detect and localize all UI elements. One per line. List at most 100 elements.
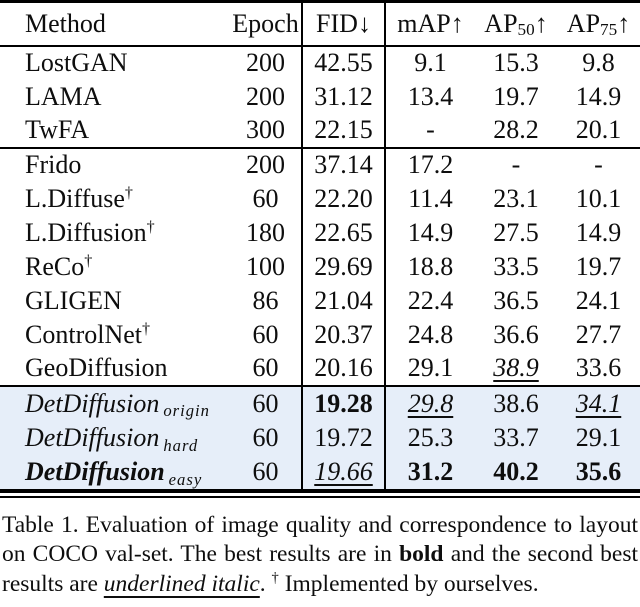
ap75-value: 33.6 (557, 351, 640, 387)
ap50-value: 38.6 (475, 385, 557, 421)
second-best-value: 34.1 (575, 388, 622, 418)
up-arrow-icon: ↑ (450, 8, 464, 38)
ap75-value: 24.1 (575, 285, 622, 315)
method-name: LAMA (25, 81, 102, 111)
ap75-value: 29.1 (557, 420, 640, 456)
epoch-value: 60 (230, 420, 302, 456)
caption-text: and the second best (450, 541, 638, 567)
epoch-value: 60 (252, 319, 279, 349)
epoch-value: 180 (246, 217, 285, 247)
table-row: DetDiffusion origin 60 19.28 29.8 38.6 34… (0, 385, 640, 421)
method-name: ControlNet (25, 319, 142, 349)
table-caption: Table 1. Evaluation of image quality and… (0, 511, 640, 600)
col-epoch: Epoch (230, 1, 302, 47)
up-arrow-icon: ↑ (534, 8, 548, 38)
col-map: mAP↑ (385, 1, 475, 47)
second-best-value: 29.8 (407, 388, 454, 418)
caption-text: Implemented by ourselves. (278, 570, 539, 597)
dagger-mark: † (271, 569, 279, 586)
ap50-value: 15.3 (493, 48, 539, 77)
ap50-value: 19.7 (493, 81, 539, 111)
map-value: 24.8 (407, 319, 454, 349)
fid-value: 31.12 (301, 79, 386, 114)
fid-value: 22.65 (301, 215, 386, 250)
table-row: TwFA 300 22.15 - 28.2 20.1 (0, 113, 640, 149)
map-value: 18.8 (407, 251, 454, 281)
dagger-mark: † (124, 183, 133, 201)
method-variant: easy (168, 469, 203, 489)
fid-value: 37.14 (301, 147, 386, 182)
caption-underlined-italic-text: underlined italic (103, 570, 260, 597)
col-ap50-label: AP (484, 8, 518, 38)
ap75-value: 10.1 (575, 183, 622, 213)
col-ap75-subscript: 75 (600, 19, 618, 39)
table-row: LAMA 200 31.12 13.4 19.7 14.9 (0, 79, 640, 114)
method-name: ReCo (25, 251, 85, 281)
col-ap75: AP75↑ (557, 1, 640, 47)
group-gan-baselines: LostGAN 200 42.55 9.1 15.3 9.8 LAMA 200 … (0, 45, 640, 149)
col-fid: FID↓ (301, 1, 386, 47)
method-name: TwFA (25, 115, 90, 144)
method-name: LostGAN (25, 48, 128, 77)
map-value: 29.1 (385, 351, 475, 387)
results-table: Method Epoch FID↓ mAP↑ AP50↑ AP75↑ LostG… (0, 0, 640, 493)
epoch-value: 200 (246, 48, 285, 77)
ap75-value: 14.9 (575, 81, 622, 111)
caption-line: Table 1. Evaluation of image quality and… (2, 511, 638, 541)
epoch-value: 60 (230, 385, 302, 421)
table-row: Frido 200 37.14 17.2 - - (0, 147, 640, 182)
group-diffusion-baselines: Frido 200 37.14 17.2 - - L.Diffuse† 60 2… (0, 147, 640, 387)
method-name: L.Diffuse (25, 183, 125, 213)
dagger-mark: † (142, 319, 151, 337)
table-row: L.Diffuse† 60 22.20 11.4 23.1 10.1 (0, 181, 640, 216)
map-value: - (385, 113, 475, 149)
map-value: 9.1 (414, 48, 447, 77)
fid-value: 20.37 (301, 317, 386, 352)
map-value: 22.4 (407, 285, 454, 315)
method-name: DetDiffusion (25, 388, 160, 418)
best-value: 40.2 (493, 457, 539, 486)
caption-line: results are underlined italic. † Impleme… (2, 570, 638, 600)
table-row: GLIGEN 86 21.04 22.4 36.5 24.1 (0, 283, 640, 318)
table-bottom-rule (0, 495, 640, 498)
fid-value: 29.69 (301, 249, 386, 284)
up-arrow-icon: ↑ (617, 8, 631, 38)
epoch-value: 86 (252, 285, 279, 315)
method-name: GLIGEN (25, 285, 122, 315)
map-value: 13.4 (407, 81, 454, 111)
col-ap75-label: AP (566, 8, 601, 38)
dagger-mark: † (84, 251, 93, 269)
ap75-value: 35.6 (557, 455, 640, 493)
col-fid-label: FID (316, 8, 358, 38)
method-name: GeoDiffusion (25, 353, 168, 382)
col-map-label: mAP (397, 8, 451, 38)
ap50-value: 33.7 (475, 420, 557, 456)
ap75-value: 34.1 (557, 385, 640, 421)
fid-value: 22.15 (301, 113, 386, 149)
ap50-value: 23.1 (493, 183, 539, 213)
method-name: DetDiffusion (25, 423, 160, 452)
table-header: Method Epoch FID↓ mAP↑ AP50↑ AP75↑ (0, 1, 640, 47)
method-variant: hard (163, 435, 199, 455)
fid-value: 42.55 (301, 45, 386, 80)
second-best-value: 19.66 (314, 457, 373, 486)
best-value: 35.6 (575, 457, 622, 486)
fid-value: 20.16 (301, 351, 386, 387)
epoch-value: 200 (246, 150, 285, 179)
col-method: Method (0, 1, 230, 47)
method-variant: origin (163, 401, 210, 421)
table-row: GeoDiffusion 60 20.16 29.1 38.9 33.6 (0, 351, 640, 387)
epoch-value: 60 (252, 183, 279, 213)
fid-value: 21.04 (301, 283, 386, 318)
dagger-mark: † (146, 217, 155, 235)
caption-text: . (259, 570, 272, 597)
ap50-value: 36.5 (493, 285, 539, 315)
caption-text: results are (2, 570, 104, 597)
method-name: L.Diffusion (25, 217, 147, 247)
method-name: Frido (25, 150, 82, 179)
ap50-value: - (511, 150, 521, 179)
table-row: ReCo† 100 29.69 18.8 33.5 19.7 (0, 249, 640, 284)
ap50-value: 40.2 (475, 455, 557, 493)
map-value: 29.8 (385, 385, 475, 421)
